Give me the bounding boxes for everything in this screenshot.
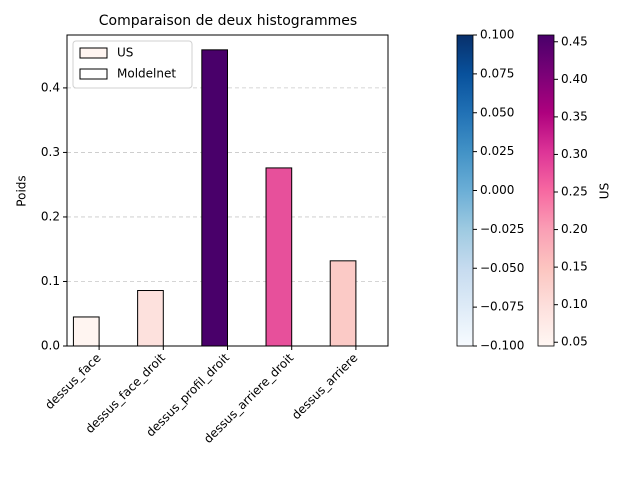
colorbar-label: US — [598, 183, 612, 199]
chart-title: Comparaison de deux histogrammes — [99, 13, 357, 29]
bar — [265, 167, 293, 347]
colorbar-tick-label: 0.35 — [561, 109, 588, 123]
colorbar-tick-label: −0.025 — [480, 222, 524, 236]
colorbar-tick-label: 0.075 — [480, 66, 514, 80]
colorbar-tick-label: 0.40 — [561, 72, 588, 86]
colorbar-tick-label: 0.000 — [480, 183, 514, 197]
colorbar-tick-label: −0.100 — [480, 339, 524, 353]
y-tick-label: 0.2 — [41, 209, 60, 223]
colorbar-tick-label: 0.30 — [561, 147, 588, 161]
legend-label: US — [117, 46, 133, 60]
colorbar-tick-label: 0.025 — [480, 144, 514, 158]
colorbar-tick-label: −0.075 — [480, 300, 524, 314]
colorbar — [537, 34, 555, 347]
bar — [329, 260, 357, 347]
y-tick-label: 0.1 — [41, 274, 60, 288]
legend-swatch — [79, 68, 108, 80]
colorbar-tick-label: 0.05 — [561, 335, 588, 349]
y-tick-label: 0.3 — [41, 145, 60, 159]
x-tick-label: dessus_arriere — [289, 351, 361, 423]
legend-label: Moldelnet — [117, 67, 176, 81]
plot-frame — [66, 34, 389, 347]
colorbar-tick-label: 0.15 — [561, 260, 588, 274]
colorbar — [456, 34, 474, 347]
bar — [137, 290, 164, 347]
legend-swatch — [79, 47, 108, 59]
colorbar-tick-label: −0.050 — [480, 261, 524, 275]
y-tick-label: 0.0 — [41, 339, 60, 353]
colorbar-tick-label: 0.45 — [561, 34, 588, 48]
colorbar-tick-label: 0.050 — [480, 105, 514, 119]
bar — [201, 49, 229, 347]
bar — [72, 316, 100, 347]
colorbar-tick-label: 0.20 — [561, 222, 588, 236]
colorbar-tick-label: 0.100 — [480, 28, 514, 42]
colorbar-tick-label: 0.25 — [561, 185, 588, 199]
legend: US Moldelnet — [72, 40, 193, 89]
y-axis-label: Poids — [15, 175, 29, 206]
x-tick-label: dessus_face — [42, 351, 103, 412]
colorbar-tick-label: 0.10 — [561, 297, 588, 311]
y-tick-label: 0.4 — [41, 80, 60, 94]
